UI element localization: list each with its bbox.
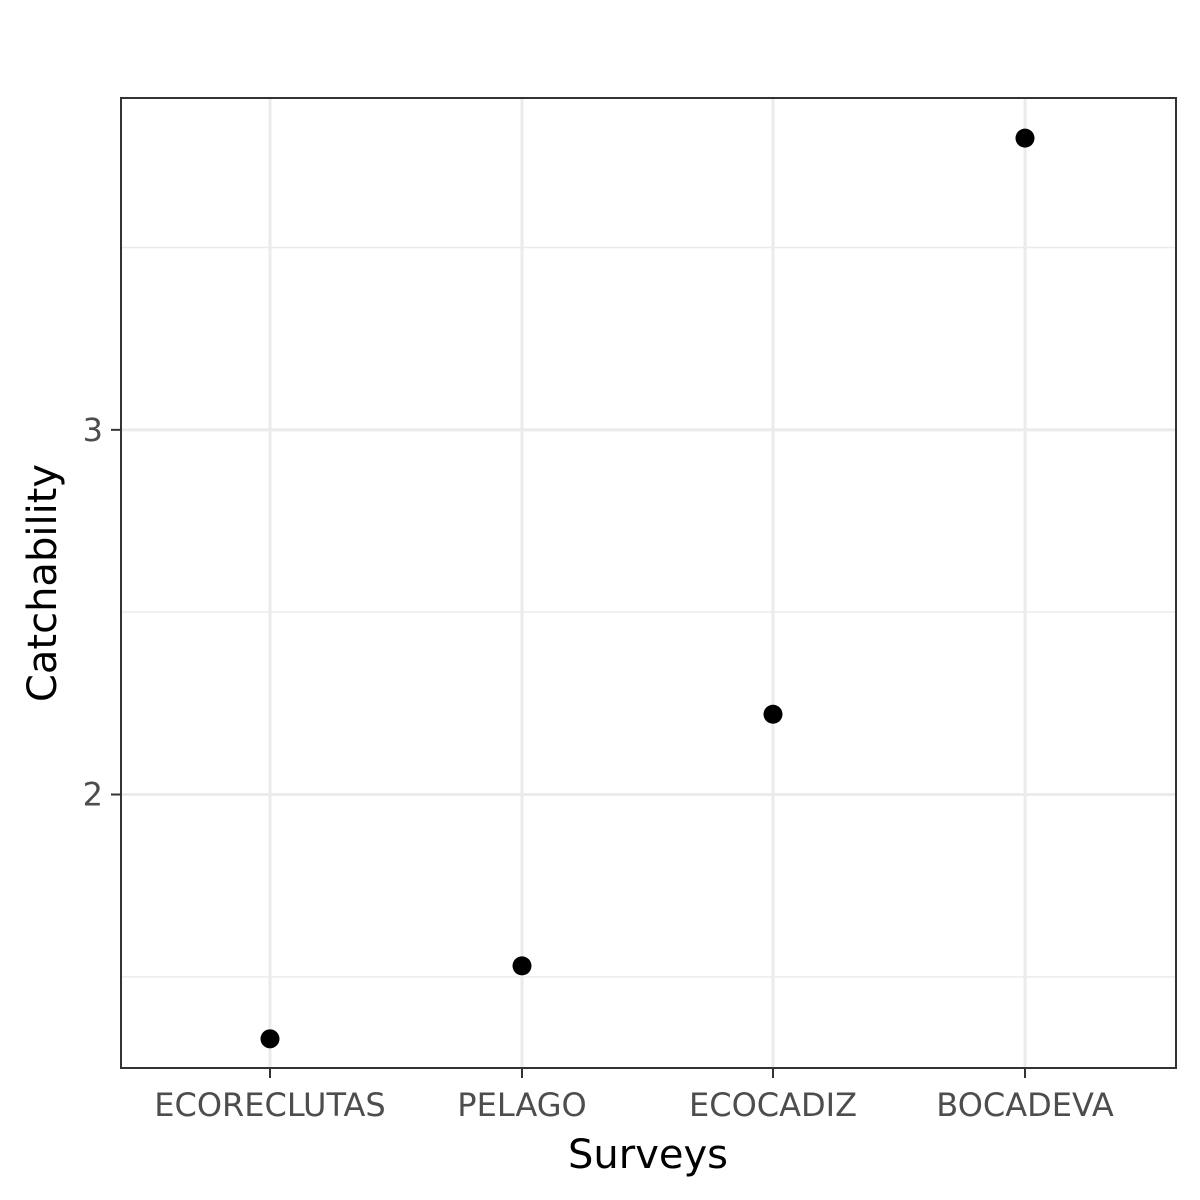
x-tick-label: PELAGO [457,1086,586,1124]
major-gridlines [121,98,1176,1068]
data-point [1015,128,1035,148]
minor-gridlines [121,246,1176,978]
data-point [763,704,783,724]
panel-border [120,97,1177,1069]
x-tick-label: ECORECLUTAS [154,1086,385,1124]
x-axis-title: Surveys [568,1132,728,1178]
y-axis-title: Catchability [20,464,66,702]
x-axis: ECORECLUTAS PELAGO ECOCADIZ BOCADEVA [154,1068,1114,1124]
x-tick-label: BOCADEVA [936,1086,1114,1124]
y-tick-label: 3 [83,411,103,449]
plot-background [121,98,1176,1068]
data-points [260,128,1035,1049]
y-axis: 23 [83,411,121,814]
data-point [260,1029,280,1049]
y-tick-label: 2 [83,776,103,814]
x-tick-label: ECOCADIZ [689,1086,857,1124]
data-point [512,956,532,976]
